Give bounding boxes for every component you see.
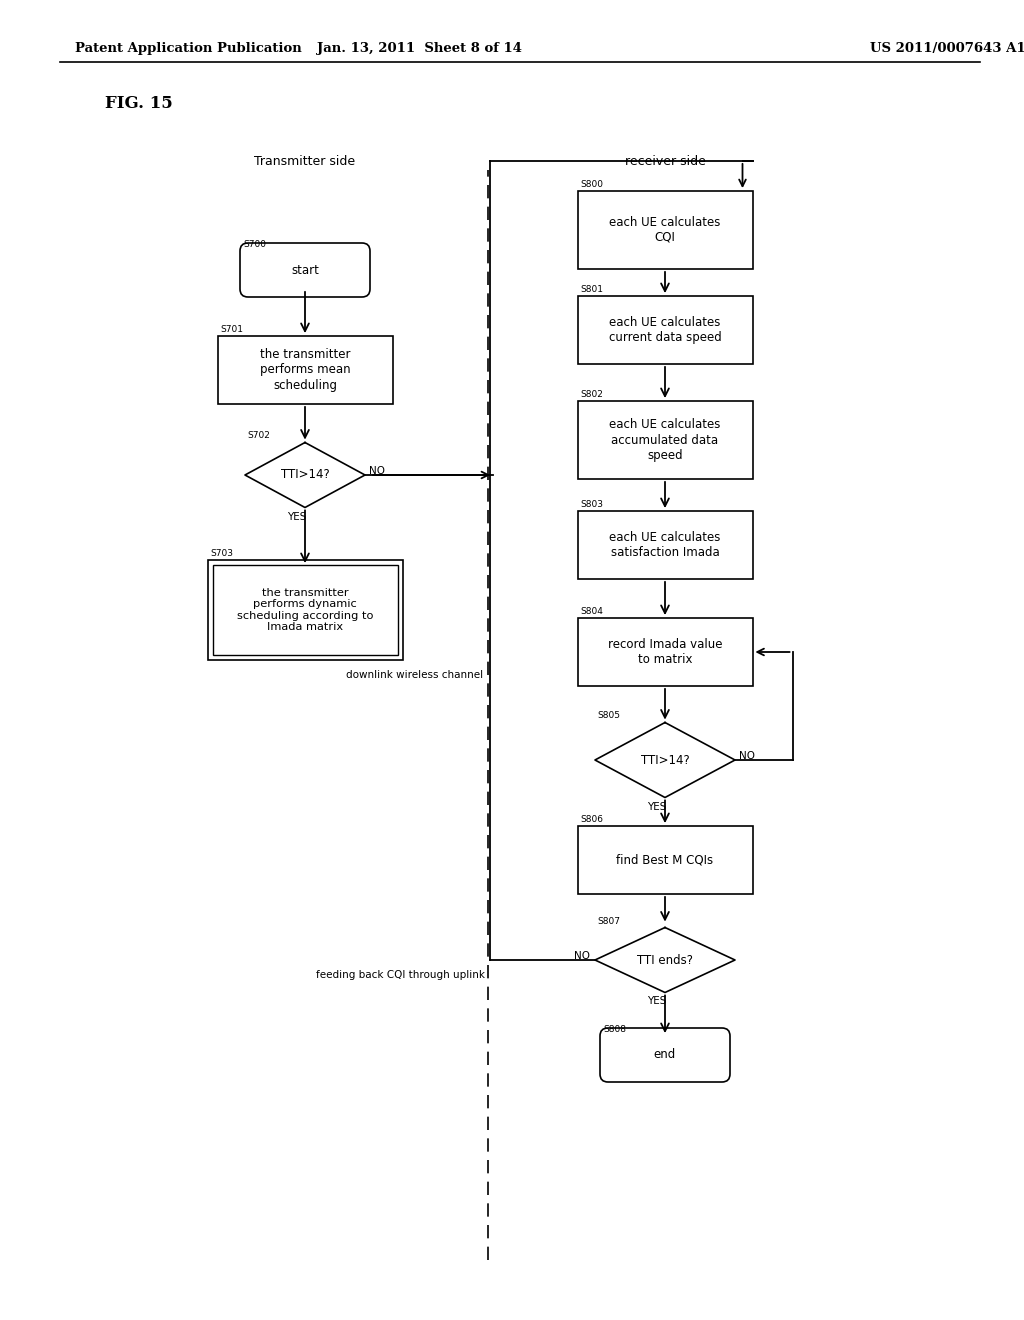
Text: feeding back CQI through uplink: feeding back CQI through uplink [316, 970, 485, 979]
Text: the transmitter
performs dynamic
scheduling according to
Imada matrix: the transmitter performs dynamic schedul… [237, 587, 374, 632]
Text: TTI>14?: TTI>14? [641, 754, 689, 767]
Bar [578, 511, 753, 579]
FancyBboxPatch shape [600, 1028, 730, 1082]
Text: S804: S804 [581, 607, 603, 616]
Text: Jan. 13, 2011  Sheet 8 of 14: Jan. 13, 2011 Sheet 8 of 14 [317, 42, 522, 55]
Text: S806: S806 [581, 814, 603, 824]
Text: receiver side: receiver side [625, 154, 706, 168]
Text: each UE calculates
current data speed: each UE calculates current data speed [608, 315, 721, 345]
Bar [578, 401, 753, 479]
Bar [213, 565, 397, 655]
Text: S805: S805 [597, 711, 620, 721]
Text: Patent Application Publication: Patent Application Publication [75, 42, 302, 55]
Text: downlink wireless channel: downlink wireless channel [346, 671, 483, 680]
Text: NO: NO [369, 466, 385, 477]
Text: S803: S803 [581, 500, 603, 510]
Text: NO: NO [574, 950, 590, 961]
Text: S800: S800 [581, 180, 603, 189]
Bar [578, 826, 753, 894]
Text: each UE calculates
accumulated data
speed: each UE calculates accumulated data spee… [609, 418, 721, 462]
Text: S700: S700 [243, 240, 266, 249]
Bar [208, 560, 402, 660]
Text: start: start [291, 264, 318, 276]
Bar [578, 191, 753, 269]
Bar [217, 337, 392, 404]
Text: the transmitter
performs mean
scheduling: the transmitter performs mean scheduling [260, 348, 350, 392]
Text: each UE calculates
satisfaction Imada: each UE calculates satisfaction Imada [609, 531, 721, 558]
Text: S801: S801 [581, 285, 603, 294]
Text: S808: S808 [603, 1026, 626, 1034]
Text: YES: YES [647, 801, 667, 812]
Text: US 2011/0007643 A1: US 2011/0007643 A1 [870, 42, 1024, 55]
Text: find Best M CQIs: find Best M CQIs [616, 854, 714, 866]
Text: S701: S701 [220, 325, 244, 334]
Text: TTI ends?: TTI ends? [637, 953, 693, 966]
Text: S802: S802 [581, 389, 603, 399]
Text: YES: YES [288, 511, 306, 521]
Text: YES: YES [647, 997, 667, 1006]
Text: Transmitter side: Transmitter side [254, 154, 355, 168]
Text: FIG. 15: FIG. 15 [105, 95, 173, 112]
Text: S807: S807 [597, 916, 620, 925]
Text: record Imada value
to matrix: record Imada value to matrix [608, 638, 722, 667]
Bar [578, 296, 753, 364]
Text: S702: S702 [247, 432, 270, 441]
Text: TTI>14?: TTI>14? [281, 469, 330, 482]
Text: each UE calculates
CQI: each UE calculates CQI [609, 216, 721, 244]
Bar [578, 618, 753, 686]
Text: end: end [654, 1048, 676, 1061]
Text: S703: S703 [211, 549, 233, 558]
FancyBboxPatch shape [240, 243, 370, 297]
Text: NO: NO [739, 751, 755, 762]
